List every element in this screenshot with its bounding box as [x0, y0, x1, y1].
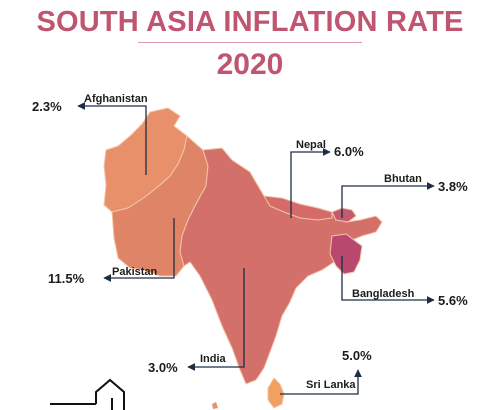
leader-sri-lanka: [280, 369, 362, 395]
region-maldives: [212, 402, 218, 409]
region-nepal: [263, 195, 333, 221]
region-bangladesh: [329, 233, 363, 275]
value-afghanistan: 2.3%: [32, 99, 62, 114]
leader-afghanistan: [77, 102, 147, 175]
label-nepal: Nepal: [296, 139, 326, 151]
value-bhutan: 3.8%: [438, 179, 468, 194]
leader-nepal: [290, 148, 331, 218]
label-sri-lanka: Sri Lanka: [306, 379, 356, 391]
value-india: 3.0%: [148, 360, 178, 375]
label-pakistan: Pakistan: [112, 266, 158, 278]
title-divider: [138, 42, 362, 43]
leader-pakistan: [103, 218, 175, 282]
label-bhutan: Bhutan: [384, 173, 422, 185]
leader-india: [187, 268, 245, 371]
value-sri-lanka: 5.0%: [342, 348, 372, 363]
value-nepal: 6.0%: [334, 144, 364, 159]
label-afghanistan: Afghanistan: [84, 93, 148, 105]
leader-bangladesh: [341, 256, 435, 304]
value-bangladesh: 5.6%: [438, 293, 468, 308]
chart-title: SOUTH ASIA INFLATION RATE: [36, 6, 464, 38]
chart-year: 2020: [216, 48, 284, 81]
house-icon: [50, 378, 125, 410]
label-bangladesh: Bangladesh: [352, 288, 415, 300]
leader-bhutan: [341, 182, 435, 218]
label-india: India: [200, 353, 227, 365]
region-bhutan: [331, 207, 357, 223]
value-pakistan: 11.5%: [48, 271, 85, 286]
region-sri-lanka: [267, 377, 285, 409]
